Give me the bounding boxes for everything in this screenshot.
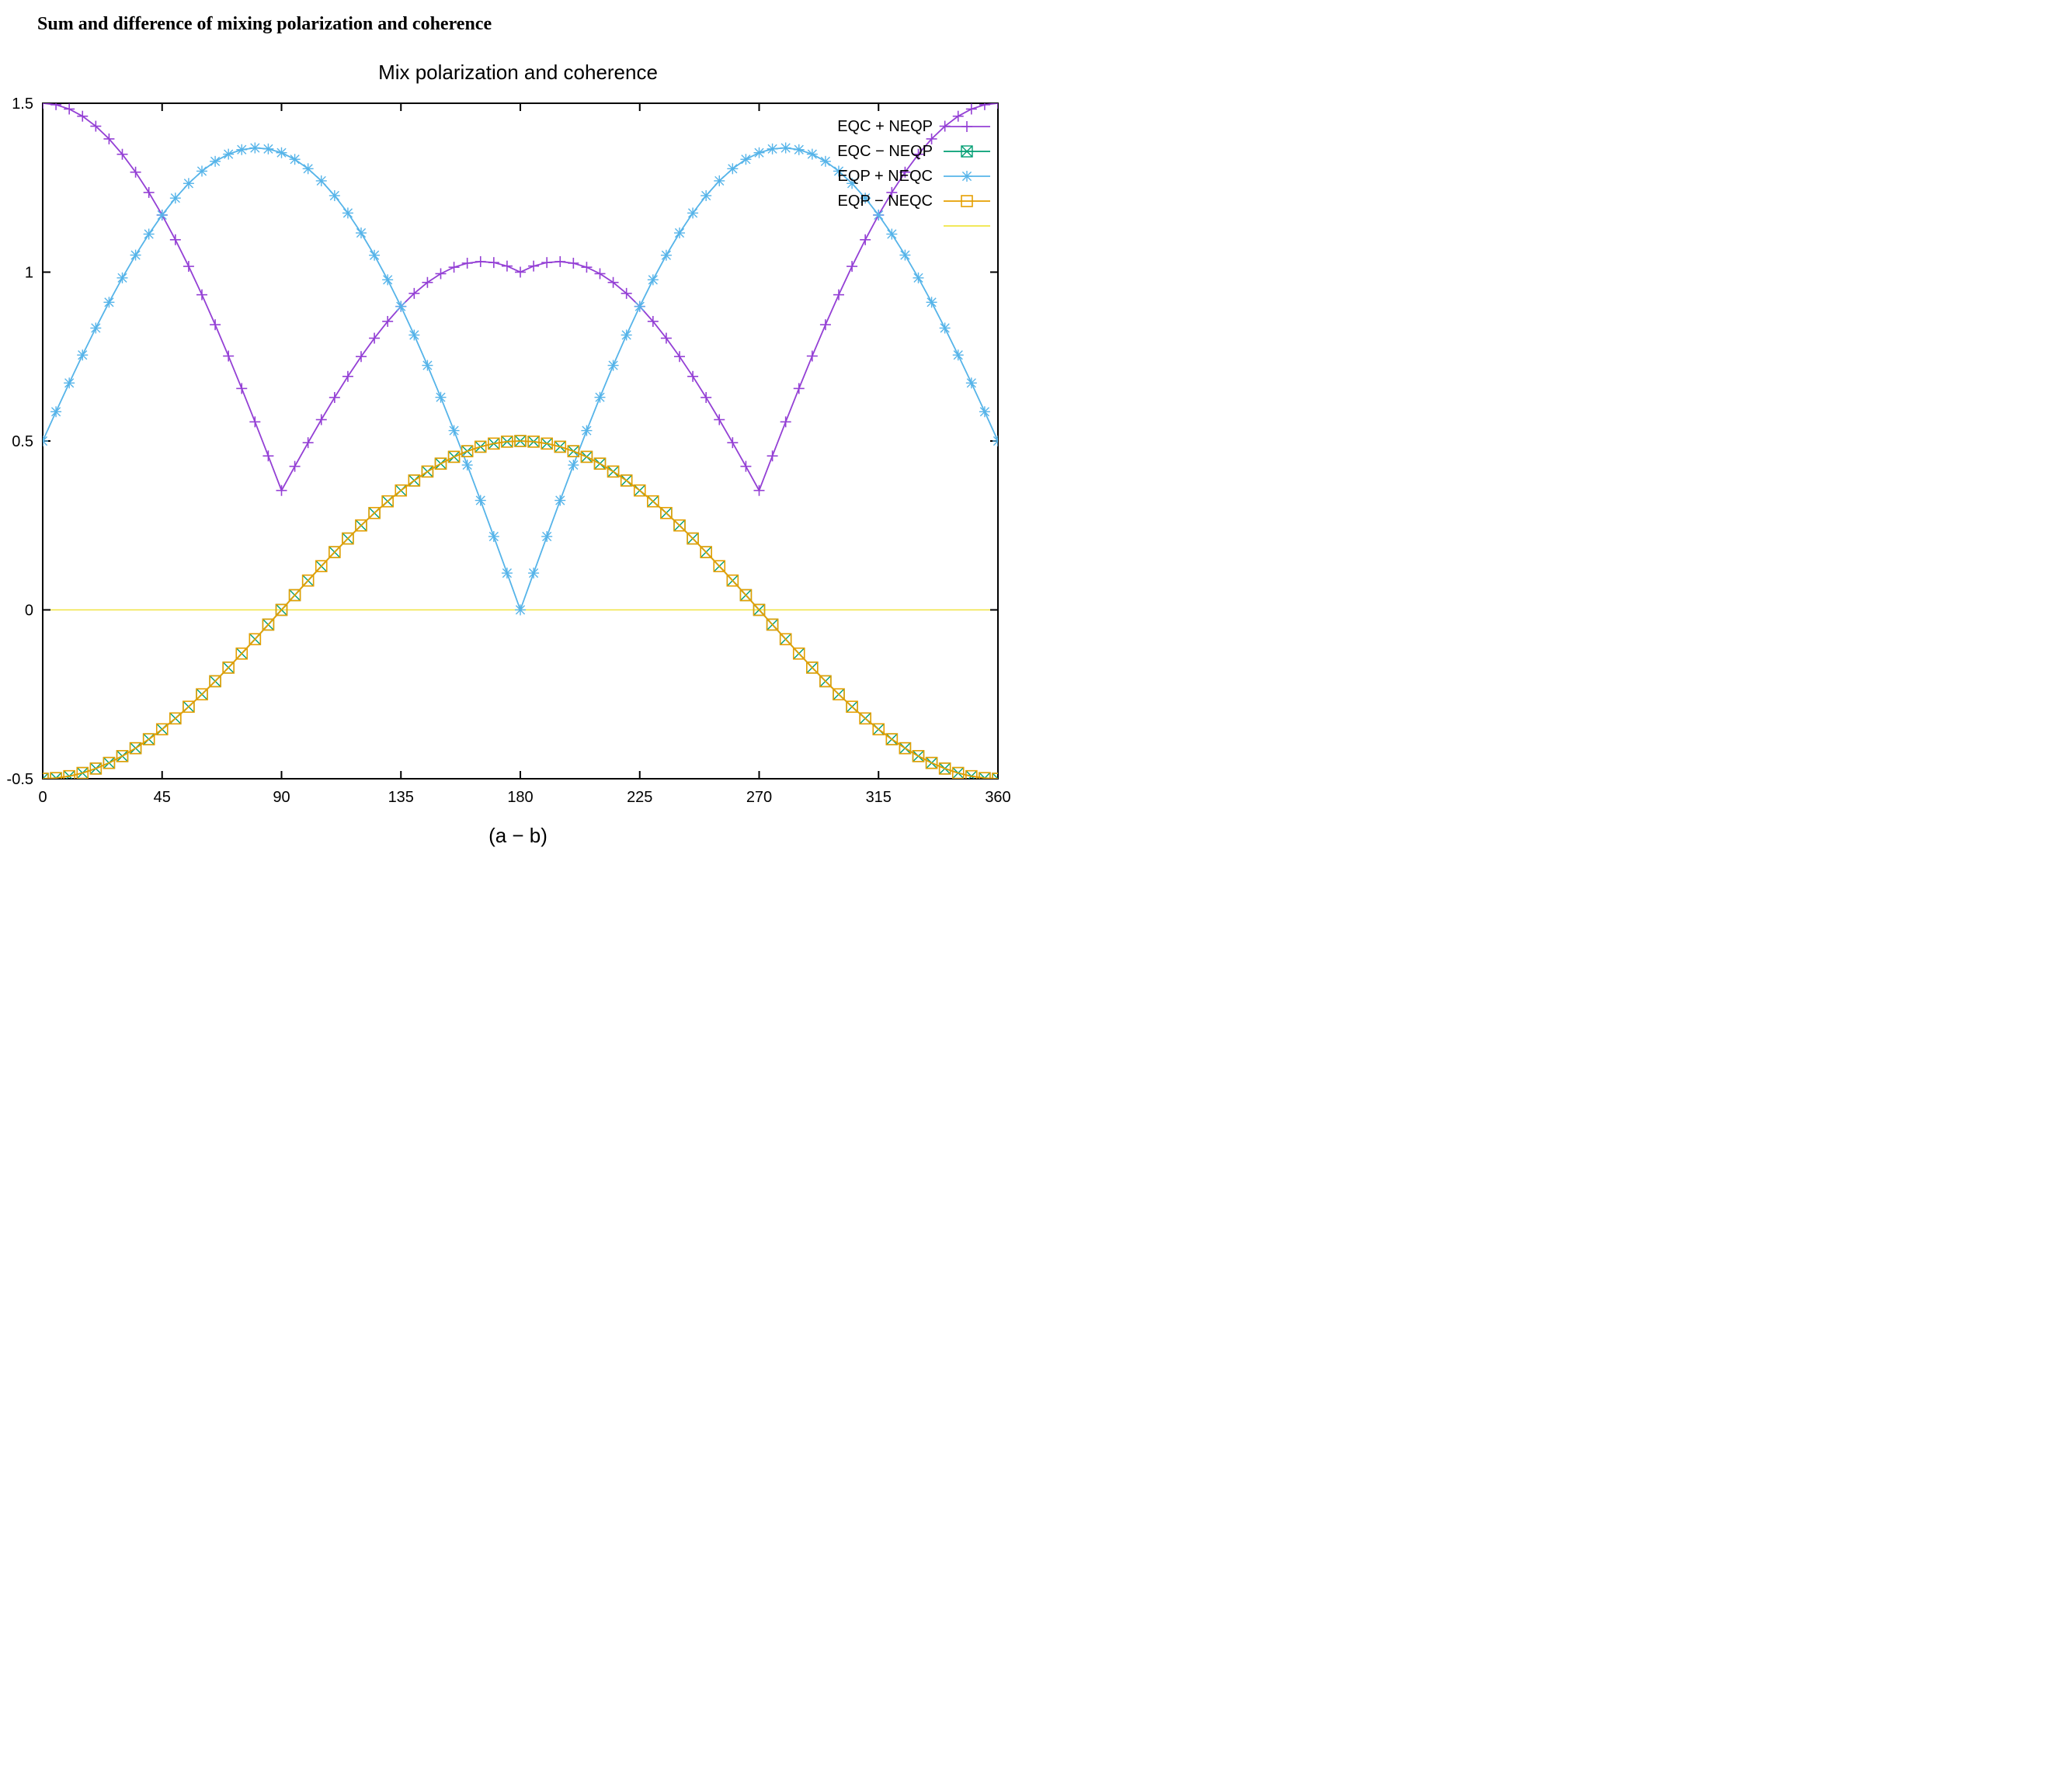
figure-container: Sum and difference of mixing polarizatio… xyxy=(0,0,1036,885)
x-axis-label: (a − b) xyxy=(0,824,1036,848)
svg-text:0: 0 xyxy=(25,602,33,620)
svg-text:45: 45 xyxy=(154,789,171,806)
chart-svg: 0 45 90 135 180 225 270 315 360 -0.5 0 0.5 1 1.5 EQC +… xyxy=(0,0,1036,885)
svg-text:0: 0 xyxy=(38,789,47,806)
svg-text:225: 225 xyxy=(627,789,652,806)
svg-text:270: 270 xyxy=(746,789,772,806)
svg-text:EQC − NEQP: EQC − NEQP xyxy=(837,143,933,160)
plot-area: 0 45 90 135 180 225 270 315 360 -0.5 0 0.5 1 1.5 EQC +… xyxy=(0,0,1036,885)
svg-text:135: 135 xyxy=(388,789,414,806)
svg-text:180: 180 xyxy=(507,789,533,806)
svg-text:EQC + NEQP: EQC + NEQP xyxy=(837,118,933,135)
svg-text:90: 90 xyxy=(273,789,290,806)
svg-text:1.5: 1.5 xyxy=(12,95,33,113)
svg-text:0.5: 0.5 xyxy=(12,433,33,450)
svg-text:EQP + NEQC: EQP + NEQC xyxy=(838,168,933,185)
svg-text:360: 360 xyxy=(985,789,1010,806)
svg-text:EQP − NEQC: EQP − NEQC xyxy=(838,193,933,210)
svg-text:-0.5: -0.5 xyxy=(7,771,33,788)
svg-text:315: 315 xyxy=(866,789,892,806)
svg-text:1: 1 xyxy=(25,265,33,282)
